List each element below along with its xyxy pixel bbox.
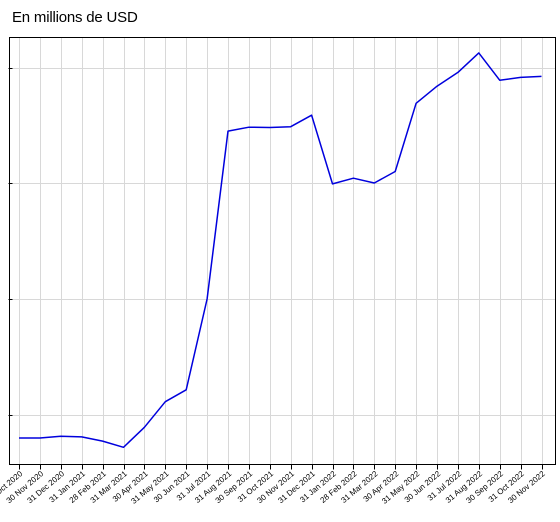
series-line (19, 52, 542, 449)
y-axis-ticks (8, 68, 13, 416)
grid-lines (9, 37, 556, 465)
plot-frame (9, 37, 556, 465)
series-layer (18, 52, 542, 449)
x-axis-ticks (19, 464, 543, 470)
chart-title: En millions de USD (12, 9, 138, 26)
